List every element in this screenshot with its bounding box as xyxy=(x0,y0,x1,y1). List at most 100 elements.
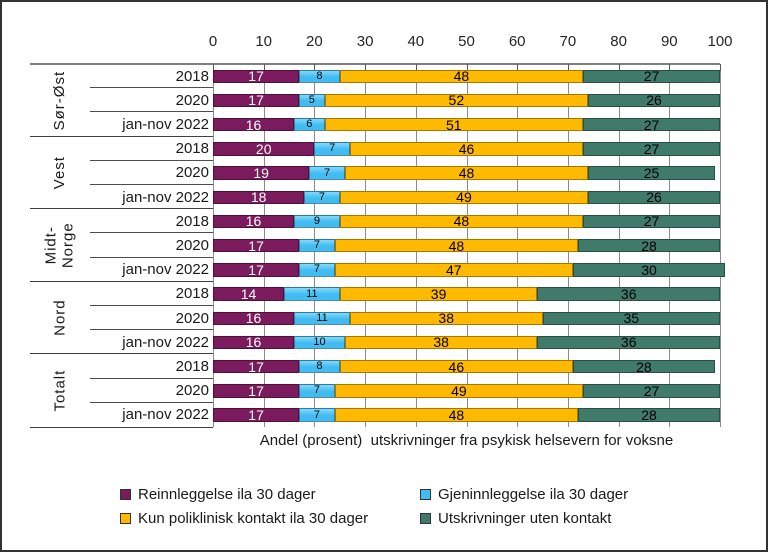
axis-tick xyxy=(466,64,468,71)
year-label: 2018 xyxy=(175,140,209,158)
bar-segment-uten-kontakt: 28 xyxy=(578,408,720,422)
year-label: jan-nov 2022 xyxy=(122,333,209,351)
bar-value-label: 27 xyxy=(643,213,660,230)
bar-value-label: 11 xyxy=(316,311,328,324)
bar-value-label: 8 xyxy=(316,69,323,82)
bar-segment-kun-poliklinisk: 38 xyxy=(349,310,543,327)
bar-value-label: 38 xyxy=(433,334,449,351)
bar-value-label: 36 xyxy=(620,334,637,351)
bar-segment-gjeninnleggelse: 7 xyxy=(299,384,335,398)
bar-segment-gjeninnleggelse: 9 xyxy=(294,214,340,229)
bar-value-label: 26 xyxy=(646,92,662,109)
axis-tick-label: 100 xyxy=(707,33,733,50)
year-divider-line xyxy=(90,256,213,258)
bar-segment-reinnleggelse: 17 xyxy=(213,68,300,85)
bar-value-label: 30 xyxy=(641,261,657,278)
bar-segment-reinnleggelse: 16 xyxy=(213,214,295,228)
bar-segment-gjeninnleggelse: 7 xyxy=(299,263,335,277)
bar-value-label: 28 xyxy=(636,358,652,375)
bar-segment-gjeninnleggelse: 7 xyxy=(299,408,335,422)
bar-value-label: 36 xyxy=(620,286,637,303)
axis-tick-label: 80 xyxy=(610,33,627,50)
bar-row: 17 7 49 27 xyxy=(213,384,720,398)
bar-segment-gjeninnleggelse: 5 xyxy=(299,93,325,108)
bar-segment-reinnleggelse: 19 xyxy=(213,165,310,182)
axis-tick-label: 20 xyxy=(306,33,323,50)
bar-segment-gjeninnleggelse: 7 xyxy=(299,238,335,253)
year-label: 2020 xyxy=(175,91,209,109)
year-divider-line xyxy=(90,401,213,403)
region-label-text: Nord xyxy=(51,299,69,337)
year-divider-line xyxy=(90,232,213,234)
bar-segment-kun-poliklinisk: 52 xyxy=(324,93,589,107)
year-label: 2018 xyxy=(175,212,209,230)
bar-value-label: 10 xyxy=(313,335,326,348)
region-label: Sør-Øst xyxy=(30,64,90,137)
bar-value-label: 27 xyxy=(643,140,660,157)
bar-value-label: 27 xyxy=(643,116,660,133)
bar-value-label: 17 xyxy=(248,382,264,399)
axis-tick xyxy=(567,64,569,71)
axis-tick xyxy=(263,64,265,71)
axis-tick xyxy=(415,64,417,71)
bar-segment-kun-poliklinisk: 46 xyxy=(349,142,584,156)
bar-row: 17 5 52 26 xyxy=(213,92,720,109)
bar-segment-reinnleggelse: 16 xyxy=(213,310,295,327)
bar-value-label: 17 xyxy=(248,261,264,278)
bar-segment-kun-poliklinisk: 48 xyxy=(339,69,584,83)
bar-segment-gjeninnleggelse: 7 xyxy=(314,142,350,156)
bar-segment-uten-kontakt: 27 xyxy=(583,142,720,156)
bar-value-label: 7 xyxy=(313,384,320,397)
bar-segment-uten-kontakt: 30 xyxy=(572,261,726,278)
bar-segment-uten-kontakt: 27 xyxy=(583,118,720,132)
bar-value-label: 28 xyxy=(641,237,657,254)
bar-segment-uten-kontakt: 27 xyxy=(583,384,720,398)
bar-segment-kun-poliklinisk: 49 xyxy=(339,190,589,204)
bar-value-label: 35 xyxy=(623,310,640,327)
bar-value-label: 17 xyxy=(248,237,264,254)
axis-tick-label: 90 xyxy=(660,33,678,50)
bar-segment-reinnleggelse: 17 xyxy=(213,360,300,374)
axis-tick xyxy=(365,64,367,71)
year-label: jan-nov 2022 xyxy=(122,188,209,206)
bar-value-label: 38 xyxy=(438,310,454,327)
year-divider-line xyxy=(90,87,213,89)
bar-segment-kun-poliklinisk: 38 xyxy=(344,334,538,351)
bar-segment-kun-poliklinisk: 46 xyxy=(339,360,573,374)
legend-swatch-gjeninnleggelse xyxy=(420,488,431,500)
year-label: 2018 xyxy=(175,357,209,375)
bar-value-label: 18 xyxy=(250,189,267,206)
bar-value-label: 17 xyxy=(248,92,264,109)
year-label: 2020 xyxy=(175,164,209,182)
bar-row: 17 7 47 30 xyxy=(213,261,726,278)
year-label: 2020 xyxy=(175,236,209,254)
year-divider-line xyxy=(90,377,213,379)
bar-row: 16 10 38 36 xyxy=(213,334,720,351)
bar-segment-uten-kontakt: 28 xyxy=(572,358,715,375)
region-label: Vest xyxy=(30,137,90,210)
axis-tick xyxy=(213,64,214,71)
region-label: Nord xyxy=(30,282,90,355)
bar-segment-gjeninnleggelse: 8 xyxy=(299,69,340,83)
bar-value-label: 19 xyxy=(253,165,269,182)
bar-row: 16 9 48 27 xyxy=(213,213,720,230)
year-divider-line xyxy=(90,111,213,113)
bar-value-label: 11 xyxy=(306,287,318,300)
legend-item-gjeninnleggelse: Gjeninnleggelse ila 30 dager xyxy=(420,482,628,506)
bar-value-label: 16 xyxy=(245,310,262,327)
bar-segment-uten-kontakt: 28 xyxy=(578,239,720,253)
legend-label: Gjeninnleggelse ila 30 dager xyxy=(438,485,629,503)
bar-segment-reinnleggelse: 17 xyxy=(213,92,300,109)
bar-segment-gjeninnleggelse: 8 xyxy=(299,359,340,374)
bar-value-label: 17 xyxy=(248,68,264,85)
bar-segment-uten-kontakt: 25 xyxy=(588,166,715,180)
bar-row: 17 8 46 28 xyxy=(213,360,715,374)
bar-value-label: 48 xyxy=(448,407,465,424)
bar-segment-kun-poliklinisk: 51 xyxy=(324,118,584,132)
bar-value-label: 39 xyxy=(430,286,447,303)
bar-row: 16 6 51 27 xyxy=(213,118,720,132)
region-divider-line xyxy=(30,208,213,210)
axis-tick xyxy=(720,64,721,71)
bar-value-label: 20 xyxy=(255,140,272,157)
